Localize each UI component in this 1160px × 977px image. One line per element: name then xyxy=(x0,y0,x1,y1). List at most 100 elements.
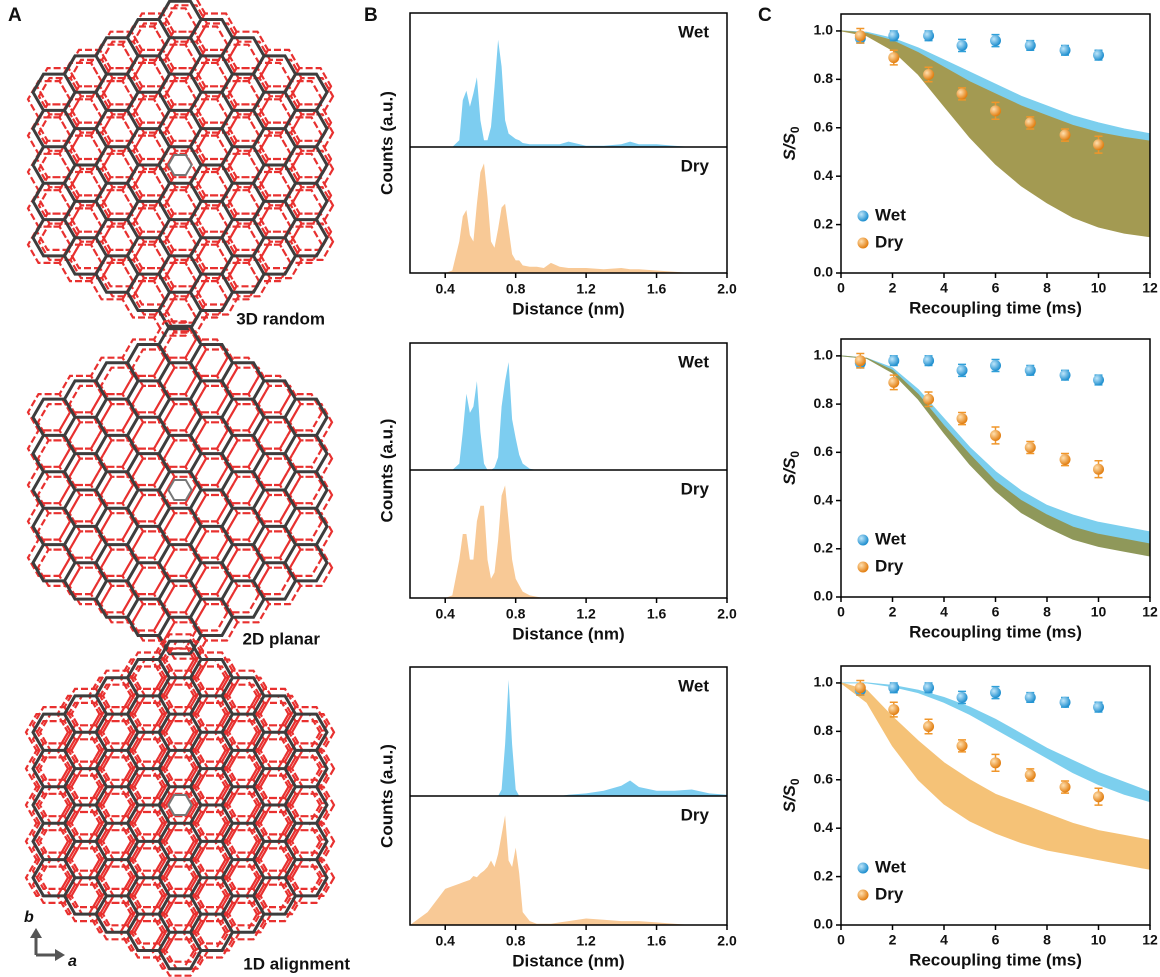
point xyxy=(1024,691,1036,703)
y-axis-label: S/S0 xyxy=(780,451,802,485)
y-axis-label-subscript: 0 xyxy=(788,778,802,785)
point xyxy=(956,88,968,100)
point xyxy=(956,740,968,752)
x-tick-label: 2 xyxy=(889,280,897,296)
x-tick-label: 8 xyxy=(1043,604,1051,620)
y-tick-label: 0.0 xyxy=(814,916,834,932)
y-tick-label: 1.0 xyxy=(814,22,834,38)
point xyxy=(923,682,935,694)
y-tick-label: 0.0 xyxy=(814,588,834,604)
structure-layer xyxy=(37,4,335,334)
point xyxy=(1024,364,1036,376)
y-tick-label: 0.4 xyxy=(814,819,834,835)
panel-label: B xyxy=(364,5,378,26)
y-tick-label: 0.2 xyxy=(814,215,834,231)
y-tick-label: 0.2 xyxy=(814,539,834,555)
x-tick-label: 12 xyxy=(1142,280,1158,296)
structure-layer xyxy=(36,330,334,660)
x-tick-label: 1.2 xyxy=(576,933,596,949)
legend-marker xyxy=(857,210,869,222)
y-tick-label: 0.4 xyxy=(814,491,834,507)
histogram-area xyxy=(410,815,727,925)
point xyxy=(990,360,1001,372)
x-tick-label: 10 xyxy=(1091,280,1107,296)
histogram-area xyxy=(410,163,727,273)
point xyxy=(854,682,866,694)
x-tick-label: 1.2 xyxy=(576,281,596,297)
x-tick-label: 8 xyxy=(1043,280,1051,296)
x-tick-label: 4 xyxy=(940,604,948,620)
point xyxy=(956,39,968,51)
x-tick-label: 6 xyxy=(992,604,1000,620)
series-label: Wet xyxy=(678,676,709,695)
band xyxy=(841,355,1150,557)
axis-arrow-label: b xyxy=(24,909,34,926)
point xyxy=(956,691,968,703)
structure-layer xyxy=(26,7,324,337)
x-axis-label: Recoupling time (ms) xyxy=(909,298,1082,317)
structure-layer xyxy=(31,639,329,971)
structure-label: 1D alignment xyxy=(243,954,350,973)
point xyxy=(1093,463,1104,475)
x-tick-label: 1.6 xyxy=(647,933,667,949)
legend-marker xyxy=(857,862,869,874)
band xyxy=(841,355,1150,547)
structure-label: 2D planar xyxy=(243,629,321,648)
y-axis-label: S/S0 xyxy=(780,778,802,812)
x-tick-label: 2.0 xyxy=(717,606,737,622)
point xyxy=(1059,369,1071,381)
x-axis-label: Distance (nm) xyxy=(512,624,624,643)
point xyxy=(1059,696,1071,708)
band xyxy=(841,682,1150,870)
x-tick-label: 12 xyxy=(1142,604,1158,620)
x-tick-label: 2.0 xyxy=(717,281,737,297)
point xyxy=(1059,781,1071,793)
point xyxy=(1059,44,1071,56)
point xyxy=(1093,791,1104,803)
legend-marker xyxy=(857,237,869,249)
point xyxy=(990,687,1001,699)
x-tick-label: 1.6 xyxy=(647,606,667,622)
x-tick-label: 12 xyxy=(1142,932,1158,948)
y-tick-label: 0.8 xyxy=(814,395,834,411)
axis-arrows: b a xyxy=(24,909,77,970)
x-tick-label: 0.8 xyxy=(506,281,526,297)
x-axis-label: Distance (nm) xyxy=(512,951,624,970)
point xyxy=(854,30,866,42)
y-tick-label: 0.2 xyxy=(814,867,834,883)
x-tick-label: 4 xyxy=(940,932,948,948)
plot-frame xyxy=(409,12,728,274)
point xyxy=(1093,49,1104,61)
point xyxy=(1093,701,1104,713)
legend-marker xyxy=(857,889,869,901)
y-tick-label: 0.4 xyxy=(814,167,834,183)
y-axis-label: Counts (a.u.) xyxy=(377,91,396,195)
y-axis-label: Counts (a.u.) xyxy=(377,744,396,848)
y-axis-label-main: S/S xyxy=(780,132,799,160)
x-tick-label: 1.6 xyxy=(647,281,667,297)
point xyxy=(923,393,935,405)
legend-marker xyxy=(857,534,869,546)
point xyxy=(888,704,900,716)
series-label: Wet xyxy=(678,352,709,371)
x-tick-label: 1.2 xyxy=(576,606,596,622)
structure-pore xyxy=(167,154,193,176)
band xyxy=(841,30,1150,238)
point xyxy=(1024,117,1036,129)
point xyxy=(1059,129,1071,141)
legend-label: Dry xyxy=(875,884,904,903)
histogram-area xyxy=(410,485,727,598)
x-tick-label: 0.4 xyxy=(435,933,455,949)
band xyxy=(841,682,1150,803)
y-axis-label-main: S/S xyxy=(780,457,799,485)
x-tick-label: 2.0 xyxy=(717,933,737,949)
y-tick-label: 0.6 xyxy=(814,770,834,786)
series-label: Dry xyxy=(681,479,710,498)
legend-label: Dry xyxy=(875,556,904,575)
histogram-area xyxy=(410,362,727,470)
x-tick-label: 0 xyxy=(837,932,845,948)
point xyxy=(854,355,866,367)
panel-label: C xyxy=(758,5,772,26)
point xyxy=(888,355,900,367)
